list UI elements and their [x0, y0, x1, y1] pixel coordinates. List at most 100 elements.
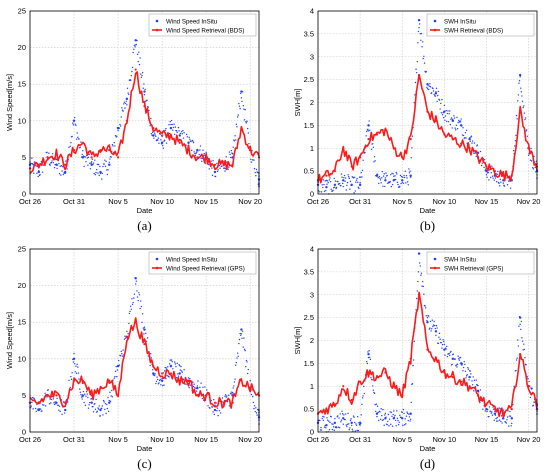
data-point [502, 412, 505, 415]
data-point [115, 365, 117, 368]
data-point [417, 42, 419, 44]
data-point [88, 153, 90, 156]
data-point [208, 168, 210, 170]
data-point [350, 421, 353, 425]
x-axis-label: Date [420, 206, 436, 215]
data-point [428, 85, 431, 87]
data-point [175, 365, 177, 368]
legend-swatch [155, 257, 159, 261]
data-point [333, 421, 337, 425]
data-point [136, 296, 139, 298]
data-point [188, 387, 190, 389]
data-point [347, 176, 350, 178]
data-point [361, 176, 363, 178]
data-point [410, 401, 412, 404]
data-point [195, 152, 197, 154]
data-point [125, 335, 128, 338]
data-point [432, 87, 434, 90]
data-point [101, 407, 103, 410]
data-point [428, 88, 430, 91]
data-point [319, 191, 321, 193]
data-point [395, 171, 397, 174]
data-point [128, 93, 130, 96]
data-point [358, 183, 362, 187]
data-point [78, 378, 80, 380]
data-point [48, 152, 50, 154]
data-point [210, 160, 212, 162]
x-axis-label: Date [137, 444, 153, 453]
data-point [248, 142, 250, 145]
data-point [165, 142, 168, 144]
data-point [360, 176, 362, 178]
data-point [466, 373, 468, 376]
data-point [443, 340, 445, 343]
data-point [458, 358, 460, 360]
data-point [429, 320, 432, 323]
data-point [417, 293, 421, 296]
x-tick-label: Oct 31 [349, 435, 371, 444]
data-point [224, 395, 226, 397]
data-point [138, 51, 140, 53]
data-point [475, 379, 477, 381]
data-point [122, 349, 124, 351]
data-point [153, 132, 156, 134]
data-point [165, 367, 168, 369]
data-point [377, 411, 379, 414]
data-point [369, 356, 371, 358]
data-point [411, 382, 414, 385]
data-point [359, 156, 362, 159]
data-point [481, 162, 483, 164]
data-point [402, 408, 405, 411]
data-point [519, 76, 521, 78]
data-point [89, 168, 92, 170]
data-point [496, 173, 498, 176]
data-point [495, 420, 498, 422]
data-point [249, 380, 251, 382]
data-point [219, 412, 222, 414]
data-point [514, 145, 516, 147]
data-point [244, 349, 246, 352]
data-point [320, 191, 323, 193]
data-point [112, 145, 114, 147]
data-point [340, 421, 342, 423]
data-point [363, 385, 365, 388]
data-point [252, 396, 254, 398]
data-point [175, 376, 178, 379]
legend-box [426, 251, 535, 275]
data-point [426, 86, 428, 89]
data-point [55, 158, 58, 161]
data-point [405, 175, 408, 177]
data-point [498, 185, 501, 187]
data-point [84, 404, 87, 407]
legend-label: SWH Retrieval (GPS) [444, 265, 503, 272]
data-point [33, 398, 36, 400]
data-point [360, 422, 362, 425]
data-point [338, 182, 341, 185]
data-point [449, 110, 451, 112]
data-point [403, 424, 406, 426]
legend-box [148, 13, 257, 37]
data-point [127, 332, 129, 335]
data-point [79, 146, 82, 148]
data-point [150, 353, 152, 355]
data-point [75, 138, 78, 140]
data-point [459, 121, 461, 123]
x-tick-label: Oct 26 [307, 197, 329, 206]
data-point [392, 413, 394, 416]
data-point [180, 365, 182, 368]
data-point [235, 361, 238, 364]
data-point [451, 376, 454, 379]
data-point [443, 348, 446, 351]
data-point [253, 167, 256, 170]
data-point [189, 384, 192, 386]
data-point [349, 180, 352, 183]
data-point [172, 368, 174, 370]
data-point [422, 57, 424, 60]
y-axis-label: Wind Speed[m/s] [5, 312, 14, 369]
series-line [29, 317, 260, 409]
data-point [460, 380, 463, 383]
data-point [36, 172, 38, 174]
data-point [108, 399, 110, 402]
data-point [334, 417, 336, 420]
data-point [384, 412, 387, 415]
